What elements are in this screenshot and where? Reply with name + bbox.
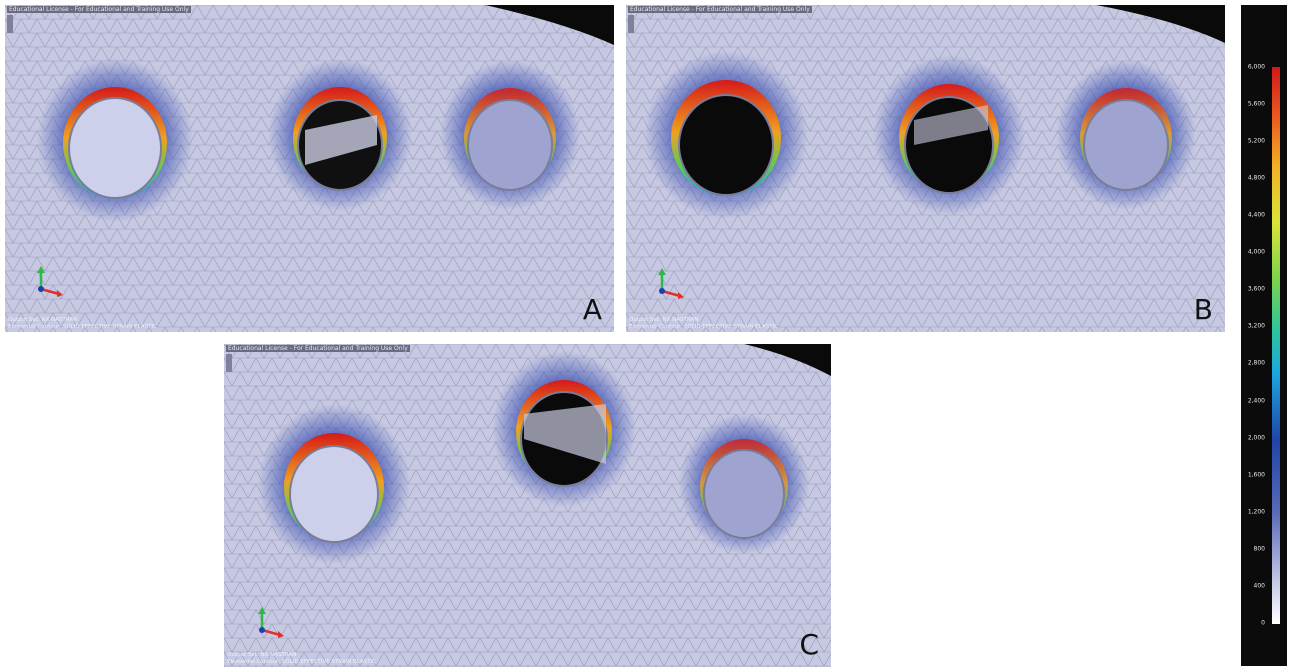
legend-tick: 6,000 [1247,63,1265,71]
axis-triad-icon [658,268,684,299]
panel-c: Educational License - For Educational an… [224,344,831,667]
legend-tick: 5,200 [1247,137,1265,145]
legend-tick: 1,600 [1247,471,1265,479]
toolbar-stub [7,15,13,33]
legend-tick: 2,000 [1247,434,1265,442]
legend-tick: 2,400 [1247,397,1265,405]
legend-tick: 4,400 [1247,211,1265,219]
panel-label: A [582,293,602,326]
license-label: Educational License - For Educational an… [7,6,191,13]
output-set: Output Set: NX NASTRAN [629,317,699,323]
legend-tick: 4,000 [1247,248,1265,256]
legend-tick: 800 [1253,545,1265,553]
toolbar-stub [226,354,232,372]
legend-tick: 400 [1253,582,1265,590]
contour-info: Elemental Contour: SOLID EFFECTIVE STRAI… [227,658,376,665]
output-info: Output Set: NX NASTRAN Elemental Contour… [227,652,376,665]
legend-tick: 0 [1261,619,1265,627]
toolbar-stub [628,15,634,33]
legend-tick: 3,600 [1247,285,1265,293]
mesh-view-a [5,5,614,332]
legend-tick: 3,200 [1247,322,1265,330]
license-label: Educational License - For Educational an… [226,345,410,352]
axis-triad-icon [37,266,63,297]
legend-tick: 1,200 [1247,508,1265,516]
mesh-view-c [224,344,831,667]
contour-info: Elemental Contour: SOLID EFFECTIVE STRAI… [8,323,157,330]
panel-b: Educational License - For Educational an… [626,5,1225,332]
output-set: Output Set: NX NASTRAN [8,317,78,323]
panel-a: Educational License - For Educational an… [5,5,614,332]
license-label: Educational License - For Educational an… [628,6,812,13]
legend-tick: 5,600 [1247,100,1265,108]
panel-label: C [799,628,819,661]
mesh-view-b [626,5,1225,332]
legend-tick: 2,800 [1247,359,1265,367]
output-info: Output Set: NX NASTRAN Elemental Contour… [629,317,778,330]
legend-color-bar [1272,67,1280,624]
contour-info: Elemental Contour: SOLID EFFECTIVE STRAI… [629,323,778,330]
panel-label: B [1193,293,1213,326]
output-set: Output Set: NX NASTRAN [227,652,297,658]
axis-triad-icon [258,607,284,638]
color-legend: 6,000 5,600 5,200 4,800 4,400 4,000 3,60… [1241,5,1287,666]
output-info: Output Set: NX NASTRAN Elemental Contour… [8,317,157,330]
legend-tick: 4,800 [1247,174,1265,182]
